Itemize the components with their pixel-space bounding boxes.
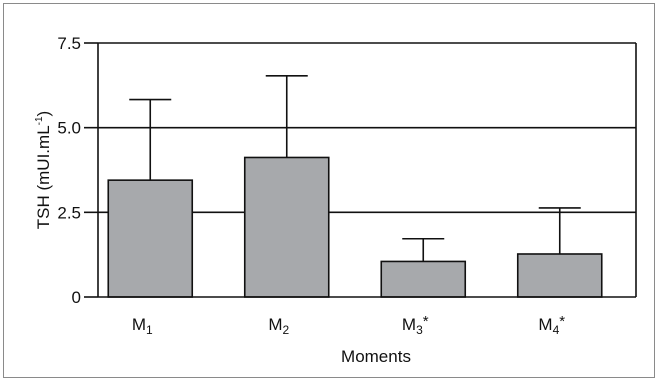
y-axis-label-close: ): [34, 111, 53, 117]
x-tick-label-3: M4*: [538, 313, 565, 337]
bar-M4*: [516, 253, 603, 298]
bar-M1: [107, 179, 194, 298]
y-tick-label-0: 0: [72, 288, 81, 307]
y-tick-label-1: 2.5: [57, 203, 81, 222]
y-tick-label-2: 5.0: [57, 119, 81, 138]
x-tick-label-0: M1: [132, 315, 153, 337]
axes: [84, 42, 637, 298]
bar-M3*: [380, 260, 467, 298]
x-tick-labels: M1 M2 M3* M4*: [132, 313, 565, 337]
y-axis-label-main: TSH (mUI.mL: [34, 125, 53, 229]
error-bars: [129, 75, 581, 262]
bars: [107, 156, 603, 298]
y-axis-label: TSH (mUI.mL-1): [34, 111, 53, 229]
bar-M2: [243, 156, 330, 298]
y-tick-label-3: 7.5: [57, 34, 81, 53]
x-axis-label: Moments: [341, 347, 411, 366]
y-tick-labels: 0 2.5 5.0 7.5: [57, 34, 81, 307]
x-tick-label-2: M3*: [402, 313, 429, 337]
y-axis-label-exponent: -1: [34, 116, 45, 125]
x-tick-label-1: M2: [268, 315, 289, 337]
